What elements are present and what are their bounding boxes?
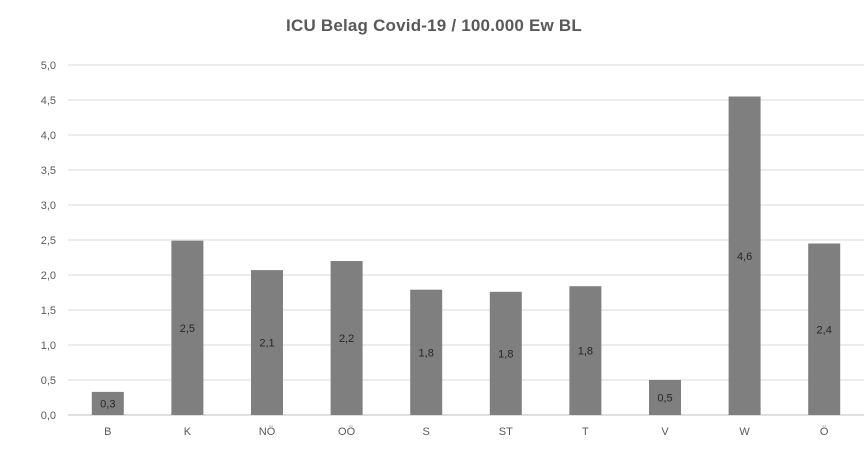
y-tick-label: 1,0	[41, 340, 56, 352]
bar	[171, 240, 204, 415]
x-tick-label: S	[423, 426, 430, 438]
chart-title: ICU Belag Covid-19 / 100.000 Ew BL	[286, 16, 582, 35]
y-tick-label: 4,0	[41, 130, 56, 142]
x-tick-label: ST	[499, 426, 513, 438]
x-tick-label: OÖ	[338, 426, 356, 438]
x-tick-label: NÖ	[259, 426, 276, 438]
data-label: 0,5	[657, 393, 672, 405]
y-tick-label: 2,5	[41, 235, 56, 247]
x-tick-label: Ö	[820, 426, 829, 438]
bar	[808, 243, 841, 415]
y-tick-label: 2,0	[41, 270, 56, 282]
bar	[330, 261, 363, 415]
x-tick-label: B	[104, 426, 111, 438]
x-tick-label: K	[184, 426, 192, 438]
data-label: 0,3	[100, 398, 115, 410]
bar	[569, 286, 602, 415]
bar	[489, 291, 522, 415]
data-label: 2,5	[180, 323, 195, 335]
y-tick-label: 4,5	[41, 95, 56, 107]
y-tick-label: 0,0	[41, 410, 56, 422]
data-label: 1,8	[498, 348, 513, 360]
data-label: 2,1	[259, 338, 274, 350]
bar	[649, 380, 681, 415]
y-tick-label: 1,5	[41, 305, 56, 317]
x-tick-label: T	[582, 426, 589, 438]
x-tick-label: W	[739, 426, 750, 438]
data-label: 1,8	[578, 346, 593, 358]
data-label: 2,4	[817, 324, 832, 336]
bar	[251, 270, 283, 415]
y-tick-label: 0,5	[41, 375, 56, 387]
bar	[91, 391, 124, 415]
y-tick-label: 5,0	[41, 60, 56, 72]
x-tick-label: V	[661, 426, 669, 438]
bar	[728, 96, 761, 415]
data-label: 2,2	[339, 333, 354, 345]
y-tick-label: 3,0	[41, 200, 56, 212]
data-label: 4,6	[737, 251, 752, 263]
data-label: 1,8	[419, 347, 434, 359]
bar	[410, 289, 443, 415]
y-tick-label: 3,5	[41, 165, 56, 177]
